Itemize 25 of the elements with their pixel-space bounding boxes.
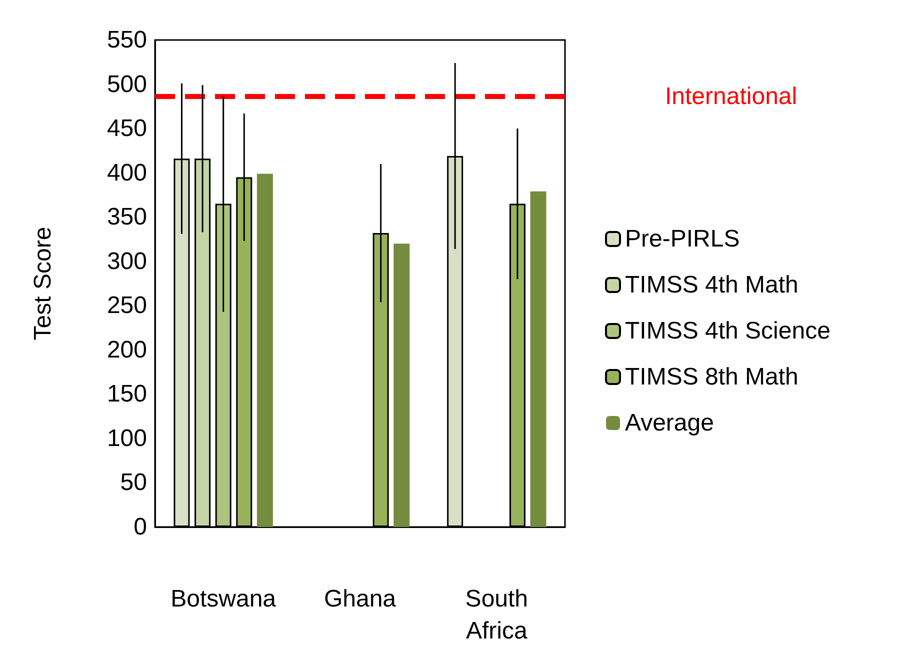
y-tick-label: 400	[106, 159, 147, 186]
y-axis-title: Test Score	[30, 226, 56, 340]
y-tick-label: 450	[106, 115, 147, 142]
y-tick-label: 300	[106, 248, 147, 275]
y-tick-label: 550	[106, 26, 147, 54]
legend-label: TIMSS 4th Science	[625, 318, 830, 344]
bar	[394, 244, 410, 527]
ref-line-label: International	[665, 83, 798, 110]
x-tick-label: Botswana	[170, 586, 277, 612]
y-tick-label: 200	[106, 336, 147, 364]
x-tick-label: South Africa	[465, 586, 528, 644]
y-tick-label: 500	[106, 70, 147, 98]
legend-label: TIMSS 4th Math	[625, 272, 798, 298]
y-tick-label: 150	[106, 380, 147, 408]
legend-label: Pre-PIRLS	[625, 226, 740, 252]
y-tick-label: 0	[134, 514, 147, 540]
legend-label: TIMSS 8th Math	[625, 364, 798, 390]
y-tick-label: 50	[120, 469, 147, 496]
legend-label: Average	[625, 410, 714, 436]
y-tick-label: 100	[106, 424, 147, 452]
bar	[256, 174, 273, 527]
x-tick-label: Ghana	[324, 586, 397, 612]
bar	[530, 191, 546, 527]
y-tick-label: 350	[106, 204, 147, 231]
y-tick-label: 250	[106, 292, 147, 320]
